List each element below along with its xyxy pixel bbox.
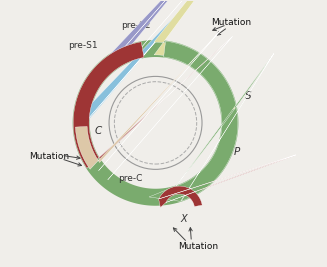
Text: Mutation: Mutation [211, 18, 251, 27]
Text: S: S [245, 91, 252, 101]
Polygon shape [73, 40, 238, 206]
Text: pre-S1: pre-S1 [68, 41, 97, 50]
Polygon shape [139, 0, 264, 111]
Polygon shape [73, 36, 232, 180]
Text: C: C [95, 126, 102, 136]
Text: pre-S2: pre-S2 [121, 21, 150, 30]
Text: pre-C: pre-C [118, 174, 143, 183]
Polygon shape [149, 41, 274, 201]
Text: Mutation: Mutation [29, 152, 69, 160]
Text: P: P [234, 147, 240, 157]
Polygon shape [90, 0, 216, 86]
Polygon shape [75, 0, 206, 127]
Text: Mutation: Mutation [178, 242, 218, 251]
Text: X: X [180, 214, 187, 224]
Polygon shape [159, 150, 309, 207]
Polygon shape [76, 27, 223, 171]
